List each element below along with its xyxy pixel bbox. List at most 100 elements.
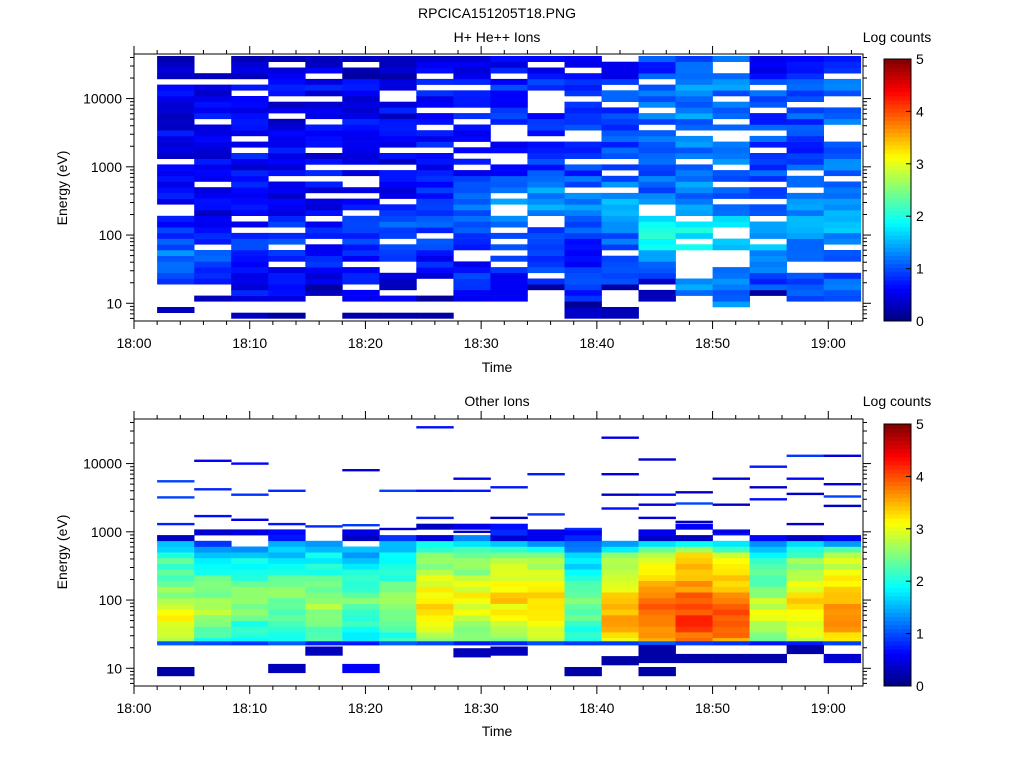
heatmap-cell [305,107,343,114]
heatmap-cell [786,295,824,302]
heatmap-cell [157,615,195,621]
heatmap-cell [194,210,232,216]
colorbar-swatch [884,514,911,519]
heatmap-cell [231,289,269,296]
heatmap-cell [527,78,565,85]
heatmap-cell [527,238,565,245]
heatmap-cell [749,620,787,627]
heatmap-cell [342,238,380,245]
heatmap-cell [194,609,232,616]
heatmap-cell [749,603,787,610]
sparse-cell [379,527,417,531]
heatmap-cell [675,597,713,604]
heatmap-cell [194,147,232,154]
heatmap-cell [194,272,232,279]
heatmap-cell [638,221,676,228]
heatmap-cell [564,580,602,587]
colorbar-swatch [884,469,911,474]
sparse-cell [231,493,269,496]
heatmap-cell [527,255,565,262]
heatmap-cell [675,84,713,91]
colorbar-tick-label: 1 [916,261,924,277]
heatmap-cell [675,96,713,102]
heatmap-cell [527,557,565,564]
heatmap-cell [823,192,862,199]
colorbar-swatch [884,542,911,548]
heatmap-cell [490,141,528,148]
heatmap-cell [305,540,343,547]
sparse-cell [786,492,824,496]
heatmap-cell [305,284,343,291]
heatmap-cell [712,238,750,245]
heatmap-cell [157,192,195,199]
heatmap-cell [231,546,269,553]
heatmap-cell [601,546,639,553]
sparse-cell [564,527,602,531]
sparse-cell [712,477,750,480]
colorbar-swatch [884,173,911,179]
heatmap-cell [342,244,380,251]
heatmap-cell [268,221,306,228]
sparse-cell [342,469,380,472]
heatmap-cell [268,238,306,245]
low-energy-cell [564,667,602,677]
heatmap-cell [823,563,862,570]
low-energy-cell [453,648,491,658]
heatmap-cell [786,626,824,633]
heatmap-cell [379,107,417,114]
heatmap-cell [268,626,306,633]
heatmap-cell [157,626,195,633]
heatmap-cell [490,620,528,627]
colorbar-swatch [884,546,911,552]
x-tick-label: 18:20 [348,700,383,716]
heatmap-cell [453,227,491,234]
heatmap-cell [157,592,195,599]
heatmap-cell [194,204,232,211]
heatmap-cell [675,603,713,610]
heatmap-cell [379,609,417,616]
x-tick-label: 18:20 [348,335,383,351]
heatmap-cell [823,637,862,644]
heatmap-cell [157,96,195,102]
heatmap-cell [712,272,750,279]
heatmap-cell [527,118,565,125]
heatmap-cell [231,250,269,256]
heatmap-cell [749,575,787,581]
heatmap-cell [601,181,639,188]
heatmap-cell [712,575,750,581]
heatmap-cell [453,113,491,120]
heatmap-cell [453,620,491,627]
low-energy-cell [749,653,787,664]
heatmap-cell [231,575,269,581]
x-tick-label: 18:00 [116,700,151,716]
heatmap-cell [786,118,824,125]
heatmap-cell [490,546,528,553]
heatmap-cell [823,221,862,228]
heatmap-cell [268,620,306,627]
heatmap-cell [268,192,306,199]
heatmap-cell [490,540,528,547]
heatmap-cell [379,175,417,182]
heatmap-cell [305,609,343,616]
heatmap-cell [675,107,713,114]
heatmap-cell [749,637,787,644]
heatmap-cell [379,620,417,627]
heatmap-cell [823,232,862,239]
heatmap-cell [675,592,713,599]
x-axis: 18:00 18:10 18:20 18:30 18:40 18:50 19:00 [116,411,852,716]
heatmap-cell [564,56,602,62]
heatmap-cell [527,210,565,216]
heatmap-cell [157,586,195,593]
colorbar-swatch [884,104,911,109]
y-tick-label: 1000 [91,524,122,540]
heatmap-cell [675,164,713,171]
colorbar-swatch [884,583,911,589]
heatmap-cell [342,255,380,262]
heatmap-cell [194,84,232,91]
heatmap-cell [675,90,713,97]
heatmap-cell [231,130,269,137]
heatmap-cell [564,609,602,616]
heatmap-cell [379,130,417,137]
heatmap-cell [786,107,824,114]
heatmap-cell [564,575,602,581]
